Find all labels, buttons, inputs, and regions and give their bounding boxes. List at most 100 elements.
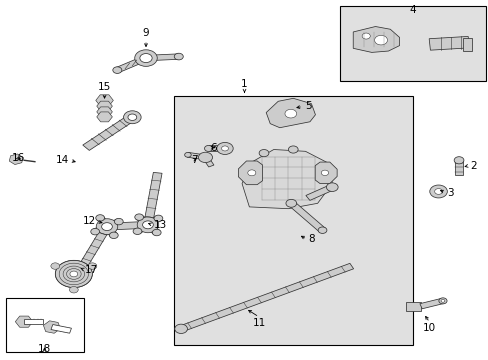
Polygon shape [103,225,117,237]
Circle shape [114,219,123,225]
Text: 16: 16 [11,153,24,163]
Polygon shape [135,222,150,234]
Circle shape [152,229,161,236]
Text: 5: 5 [305,102,311,112]
Text: 3: 3 [446,188,452,198]
Polygon shape [97,107,112,117]
Polygon shape [428,36,468,50]
Circle shape [198,152,212,163]
Circle shape [102,223,112,230]
Circle shape [137,217,158,233]
Circle shape [184,152,191,157]
Text: 17: 17 [85,265,98,275]
Circle shape [128,114,137,121]
Polygon shape [315,162,336,184]
Polygon shape [208,145,224,152]
Polygon shape [15,316,33,327]
Circle shape [285,109,296,118]
Circle shape [174,324,187,333]
Polygon shape [51,324,71,333]
Polygon shape [97,112,112,122]
Polygon shape [82,114,135,150]
Bar [339,6,485,81]
Circle shape [70,271,78,277]
Text: 18: 18 [38,344,51,354]
Circle shape [123,111,141,124]
Polygon shape [187,153,206,160]
Circle shape [96,215,104,221]
Circle shape [374,35,386,45]
Polygon shape [9,154,23,165]
Polygon shape [97,101,112,111]
Circle shape [362,33,369,39]
Polygon shape [145,216,161,227]
Polygon shape [136,215,151,227]
Text: 1: 1 [241,78,247,89]
Polygon shape [97,216,110,228]
Polygon shape [43,321,60,333]
Circle shape [51,263,60,269]
Polygon shape [115,56,147,72]
Bar [462,37,471,51]
Circle shape [216,143,233,154]
Polygon shape [75,225,111,275]
Text: 14: 14 [56,155,69,165]
Text: 12: 12 [82,216,96,226]
Circle shape [318,227,326,233]
Polygon shape [105,219,121,229]
Circle shape [434,189,442,194]
Polygon shape [265,98,315,128]
Circle shape [288,146,298,153]
Polygon shape [93,224,109,234]
Circle shape [221,146,228,151]
Text: 10: 10 [423,323,435,333]
Circle shape [69,287,78,293]
Polygon shape [143,172,162,225]
Text: 4: 4 [408,5,415,15]
Circle shape [96,219,118,234]
Circle shape [321,170,328,176]
Text: 7: 7 [190,155,197,165]
Polygon shape [24,319,43,324]
Polygon shape [288,202,325,232]
Bar [173,96,412,345]
Circle shape [88,263,97,269]
Circle shape [174,53,183,60]
Circle shape [133,228,142,234]
Polygon shape [106,221,148,230]
Circle shape [438,298,446,304]
Polygon shape [352,27,399,53]
Circle shape [142,221,153,229]
Circle shape [204,145,212,152]
Polygon shape [419,298,443,309]
Circle shape [109,232,118,239]
Polygon shape [179,264,353,332]
Circle shape [247,170,255,176]
Bar [5,298,83,352]
Polygon shape [305,185,334,201]
Circle shape [429,185,447,198]
Circle shape [135,50,157,66]
Polygon shape [145,54,179,61]
Circle shape [326,183,337,192]
Polygon shape [454,160,462,175]
Text: 15: 15 [98,82,111,92]
Text: 9: 9 [142,28,149,39]
Circle shape [55,260,92,288]
Bar [406,302,420,311]
Polygon shape [144,223,160,234]
Text: 2: 2 [469,161,475,171]
Circle shape [140,54,152,63]
Text: 13: 13 [154,220,167,230]
Text: 11: 11 [252,318,265,328]
Polygon shape [242,149,331,209]
Circle shape [285,199,296,207]
Circle shape [91,228,100,235]
Polygon shape [96,95,113,106]
Circle shape [440,300,444,302]
Circle shape [259,149,268,157]
Text: 8: 8 [307,234,314,244]
Circle shape [453,157,463,164]
Circle shape [135,214,143,220]
Circle shape [154,215,163,222]
